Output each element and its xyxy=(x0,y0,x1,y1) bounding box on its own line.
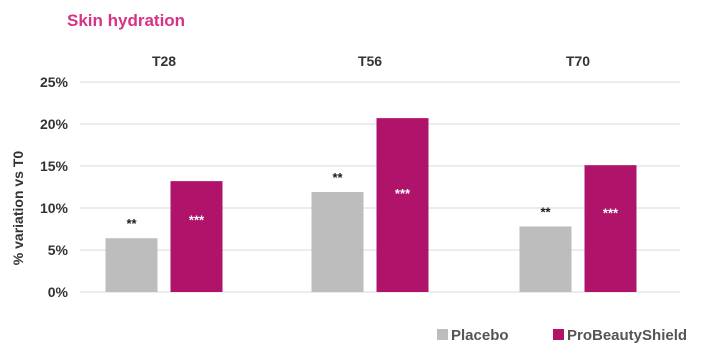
significance-labels: ** ********** *** xyxy=(126,170,619,231)
bars xyxy=(105,118,637,293)
bar-probeautyshield-t28 xyxy=(170,181,223,292)
y-tick-label: 20% xyxy=(40,116,69,132)
chart-title: Skin hydration xyxy=(67,11,185,30)
significance-placebo-t70: ** xyxy=(540,204,551,219)
group-label-t28: T28 xyxy=(152,53,176,69)
group-labels: T28 T56 T70 xyxy=(152,53,590,69)
bar-probeautyshield-t56 xyxy=(376,118,429,293)
y-tick-label: 0% xyxy=(48,284,69,300)
legend-swatch-placebo xyxy=(437,329,448,340)
bar-placebo-t56 xyxy=(311,192,364,292)
y-tick-label: 10% xyxy=(40,200,69,216)
significance-probeautyshield-t56: *** xyxy=(395,186,411,201)
bar-placebo-t28 xyxy=(105,238,158,292)
bar-probeautyshield-t70 xyxy=(584,165,637,292)
y-axis-ticks: 0% 5% 10% 15% 20% 25% xyxy=(40,74,69,300)
significance-placebo-t56: ** xyxy=(332,170,343,185)
legend-label-probeautyshield: ProBeautyShield xyxy=(567,327,687,344)
legend: Placebo ProBeautyShield xyxy=(437,327,687,344)
significance-probeautyshield-t70: *** xyxy=(603,206,619,221)
significance-probeautyshield-t28: *** xyxy=(189,212,205,227)
group-label-t70: T70 xyxy=(566,53,590,69)
legend-label-placebo: Placebo xyxy=(451,327,509,344)
y-tick-label: 25% xyxy=(40,74,69,90)
group-label-t56: T56 xyxy=(358,53,382,69)
y-axis-label: % variation vs T0 xyxy=(10,151,26,266)
y-tick-label: 5% xyxy=(48,242,69,258)
y-tick-label: 15% xyxy=(40,158,69,174)
legend-swatch-probeautyshield xyxy=(553,329,564,340)
significance-placebo-t28: ** xyxy=(126,216,137,231)
bar-placebo-t70 xyxy=(519,226,572,292)
